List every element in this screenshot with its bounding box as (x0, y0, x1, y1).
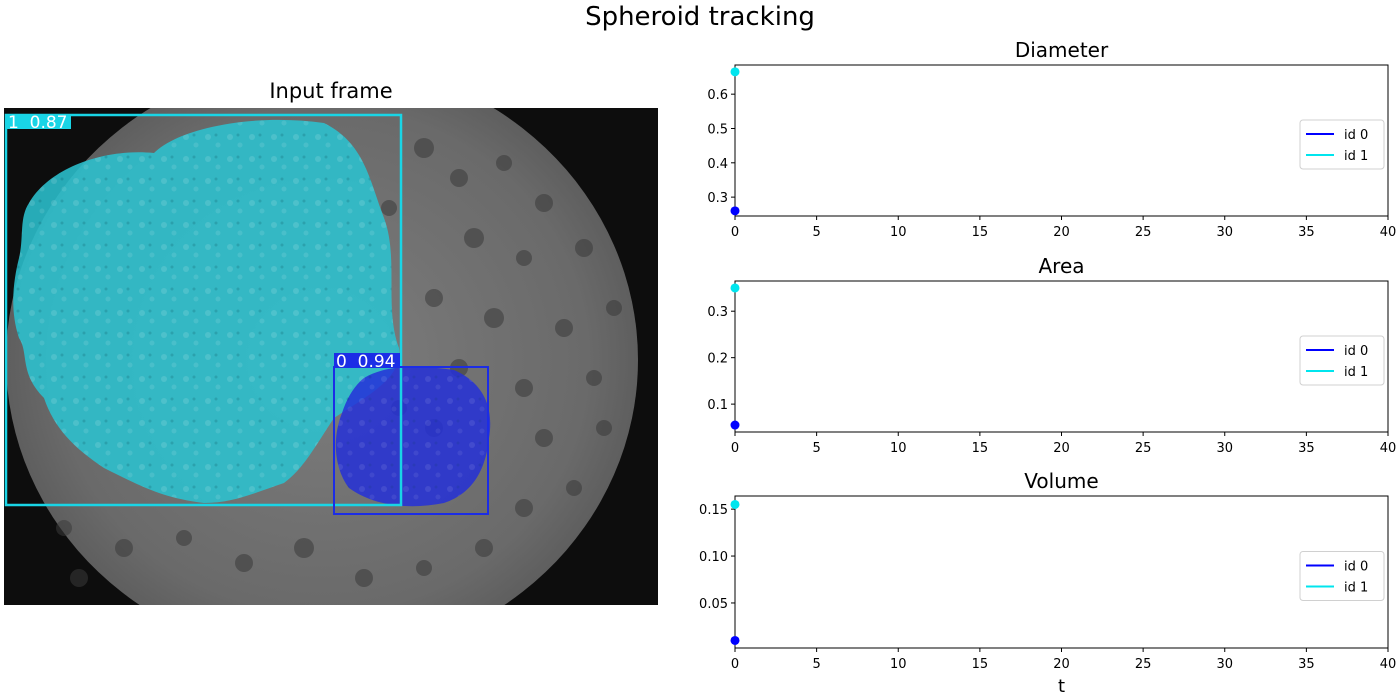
x-tick-label: 0 (731, 441, 739, 456)
x-tick-label: 35 (1298, 441, 1315, 456)
x-tick-label: 10 (890, 225, 907, 240)
x-tick-label: 35 (1298, 225, 1315, 240)
bbox-id-0 (333, 366, 489, 515)
x-tick-label: 35 (1298, 657, 1315, 672)
chart-1: Diameter 0 5 10 15 20 25 30 35 40 0.3 0.4 0.5 0.6 id 0… (707, 38, 1396, 240)
plot-frame (734, 495, 1389, 649)
y-tick-label: 0.5 (707, 122, 728, 137)
y-tick-label: 0.3 (707, 191, 728, 206)
y-tick-label: 0.3 (707, 305, 728, 320)
y-tick-label: 0.15 (699, 503, 728, 518)
y-tick-label: 0.05 (699, 597, 728, 612)
x-tick-label: 5 (812, 657, 820, 672)
chart-2: Area 0 5 10 15 20 25 30 35 40 0.1 0.2 0.3 id 0 id 1 (707, 254, 1396, 456)
data-point-id-1 (730, 67, 740, 77)
legend-box (1299, 119, 1385, 170)
legend-label: id 0 (1344, 128, 1368, 143)
legend: id 0 id 1 (1299, 335, 1385, 386)
data-point-id-0 (730, 635, 740, 645)
bbox-id-1 (4, 113, 403, 507)
input-frame: 1 0.87 0 0.94 (4, 108, 658, 605)
x-tick-label: 20 (1053, 441, 1070, 456)
legend: id 0 id 1 (1299, 119, 1385, 170)
x-tick-label: 15 (972, 441, 989, 456)
x-tick-label: 40 (1380, 441, 1397, 456)
x-tick-label: 20 (1053, 657, 1070, 672)
legend: id 0 id 1 (1299, 551, 1385, 601)
legend-label: id 0 (1344, 560, 1368, 575)
x-tick-label: 5 (812, 441, 820, 456)
chart-title: Diameter (1015, 38, 1109, 62)
chart-title: Area (1038, 254, 1084, 278)
plot-frame (734, 64, 1389, 217)
x-tick-label: 0 (731, 225, 739, 240)
y-tick-label: 0.10 (699, 550, 728, 565)
data-point-id-1 (730, 283, 740, 293)
x-tick-label: 5 (812, 225, 820, 240)
data-point-id-0 (730, 420, 740, 430)
x-tick-label: 30 (1216, 657, 1233, 672)
x-tick-label: 25 (1135, 225, 1152, 240)
legend-label: id 0 (1344, 344, 1368, 359)
figure-title: Spheroid tracking (585, 2, 815, 32)
x-tick-label: 10 (890, 441, 907, 456)
x-tick-label: 40 (1380, 657, 1397, 672)
x-tick-label: 30 (1216, 225, 1233, 240)
plot-frame (734, 280, 1389, 433)
x-tick-label: 40 (1380, 225, 1397, 240)
bbox-label-bg-id-1 (6, 115, 71, 129)
bbox-label-id-0: 0 0.94 (336, 352, 395, 372)
legend-label: id 1 (1344, 581, 1368, 596)
legend-label: id 1 (1344, 149, 1368, 164)
x-tick-label: 20 (1053, 225, 1070, 240)
frame-title: Input frame (269, 79, 393, 103)
legend-label: id 1 (1344, 365, 1368, 380)
x-tick-label: 10 (890, 657, 907, 672)
x-tick-label: 15 (972, 225, 989, 240)
spheroid-1-texture (13, 119, 400, 504)
legend-box (1299, 335, 1385, 386)
y-tick-label: 0.1 (707, 398, 728, 413)
legend-box (1299, 551, 1385, 601)
x-tick-label: 15 (972, 657, 989, 672)
x-axis-label: t (1058, 676, 1065, 697)
spheroid-0-texture (335, 366, 491, 507)
bbox-label-bg-id-0 (334, 353, 400, 368)
x-tick-label: 25 (1135, 441, 1152, 456)
x-tick-label: 30 (1216, 441, 1233, 456)
data-point-id-0 (730, 206, 740, 216)
y-tick-label: 0.6 (707, 88, 728, 103)
data-point-id-1 (730, 499, 740, 509)
y-tick-label: 0.4 (707, 157, 728, 172)
x-tick-label: 0 (731, 657, 739, 672)
bbox-label-id-1: 1 0.87 (8, 113, 67, 133)
y-tick-label: 0.2 (707, 352, 728, 367)
x-tick-label: 25 (1135, 657, 1152, 672)
chart-title: Volume (1024, 469, 1098, 493)
